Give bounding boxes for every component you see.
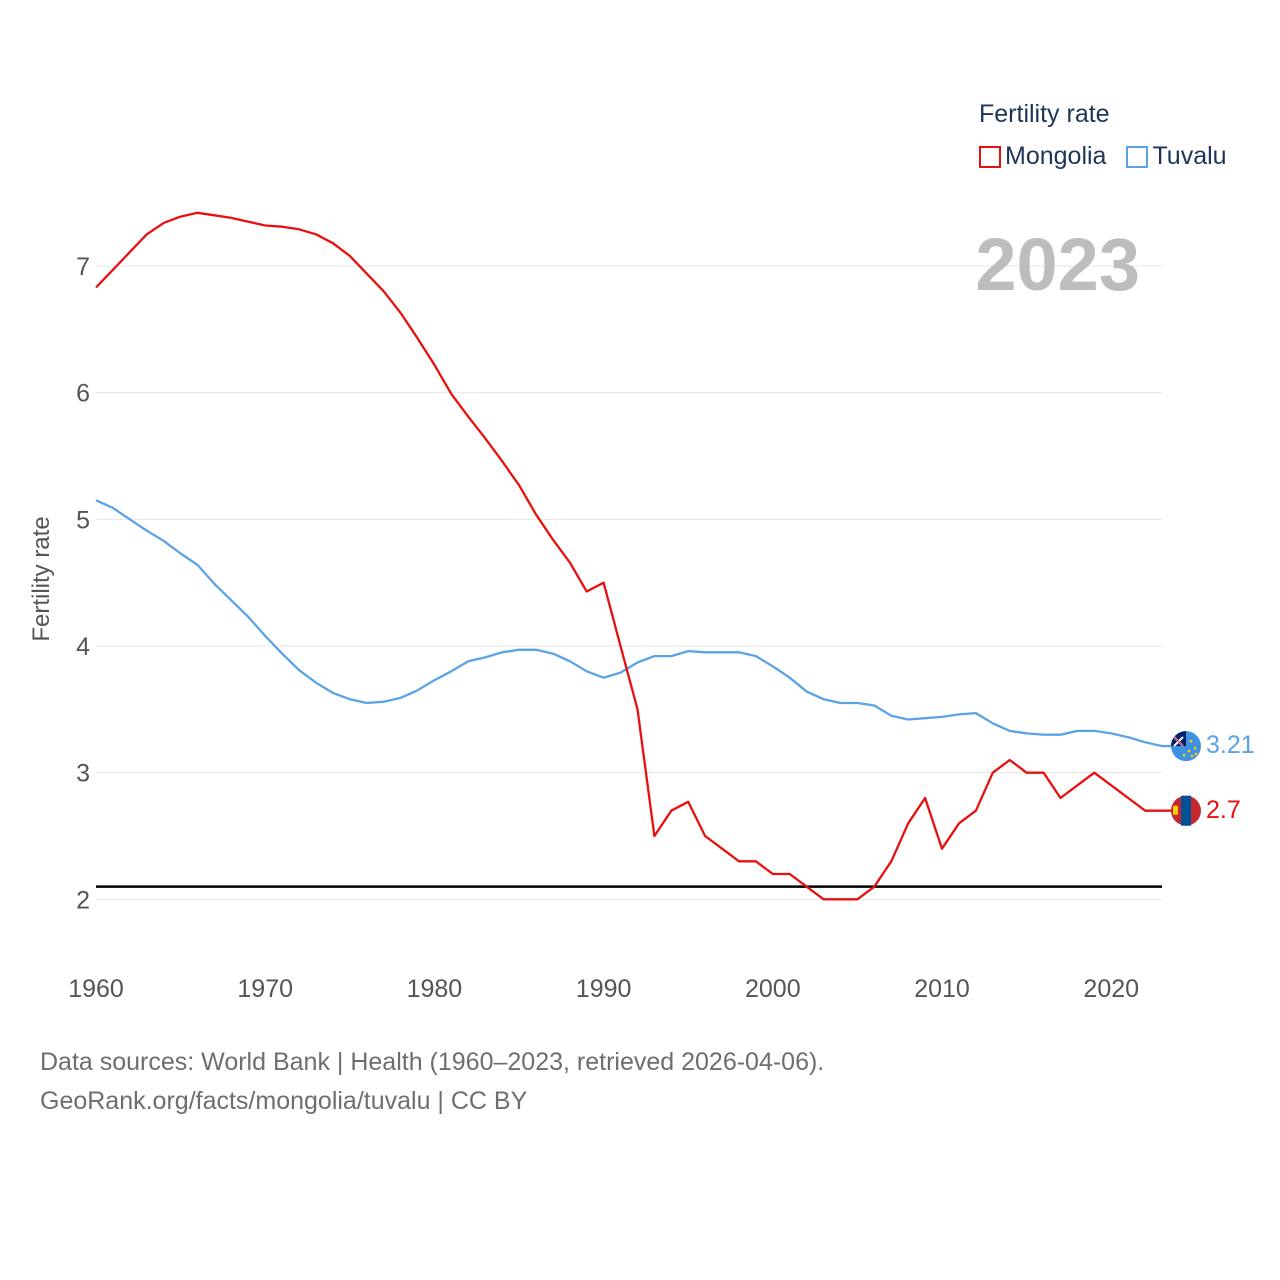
y-tick-label-3: 3 xyxy=(76,760,90,788)
end-value-mongolia: 2.7 xyxy=(1206,795,1241,824)
x-tick-label-1990: 1990 xyxy=(576,975,632,1003)
grid-lines xyxy=(96,265,1162,900)
flag-star xyxy=(1189,739,1193,743)
flag-star xyxy=(1182,753,1186,757)
current-year-label: 2023 xyxy=(975,223,1140,306)
y-tick-label-4: 4 xyxy=(76,633,90,661)
mongolia-flag-icon xyxy=(1171,795,1201,826)
footer: Data sources: World Bank | Health (1960–… xyxy=(40,1043,824,1121)
flag-star xyxy=(1187,749,1191,753)
series-line-mongolia xyxy=(95,211,1162,901)
series-line-tuvalu xyxy=(95,499,1163,748)
y-tick-label-7: 7 xyxy=(76,253,90,281)
flag-blue-band xyxy=(1181,795,1191,826)
x-tick-label-2020: 2020 xyxy=(1083,975,1139,1003)
legend-item-tuvalu[interactable]: Tuvalu xyxy=(1126,142,1227,171)
tuvalu-flag-icon xyxy=(1171,731,1201,762)
flag-union-red xyxy=(1173,736,1184,747)
flag-star xyxy=(1193,746,1197,750)
flag-soyombo xyxy=(1173,805,1178,815)
end-value-tuvalu: 3.21 xyxy=(1206,731,1255,760)
legend-swatch-tuvalu xyxy=(1126,145,1149,168)
legend: Mongolia Tuvalu xyxy=(979,142,1227,171)
y-tick-label-2: 2 xyxy=(76,886,90,914)
flag-star xyxy=(1190,754,1194,758)
footer-sources: Data sources: World Bank | Health (1960–… xyxy=(40,1048,825,1076)
legend-item-mongolia[interactable]: Mongolia xyxy=(979,142,1106,171)
end-markers xyxy=(1162,731,1201,826)
x-tick-label-2000: 2000 xyxy=(745,975,801,1003)
x-tick-label-2010: 2010 xyxy=(914,975,970,1003)
x-tick-label-1970: 1970 xyxy=(237,975,293,1003)
x-tick-label-1980: 1980 xyxy=(407,975,463,1003)
y-tick-label-5: 5 xyxy=(76,506,90,534)
series-lines xyxy=(95,211,1163,901)
footer-attribution: GeoRank.org/facts/mongolia/tuvalu | CC B… xyxy=(40,1087,528,1115)
legend-label-tuvalu: Tuvalu xyxy=(1152,142,1227,170)
flag-star xyxy=(1194,752,1198,756)
legend-swatch-mongolia xyxy=(979,145,1001,168)
legend-title: Fertility rate xyxy=(979,100,1110,128)
x-tick-labels: 1960 1970 1980 1990 2000 2010 2020 xyxy=(68,975,1139,1003)
y-tick-labels: 2 3 4 5 6 7 xyxy=(76,253,90,914)
y-tick-label-6: 6 xyxy=(76,380,90,408)
legend-label-mongolia: Mongolia xyxy=(1005,142,1107,170)
flag-union-canton xyxy=(1171,731,1186,747)
y-axis-label: Fertility rate xyxy=(28,516,55,642)
x-tick-label-1960: 1960 xyxy=(68,975,124,1003)
